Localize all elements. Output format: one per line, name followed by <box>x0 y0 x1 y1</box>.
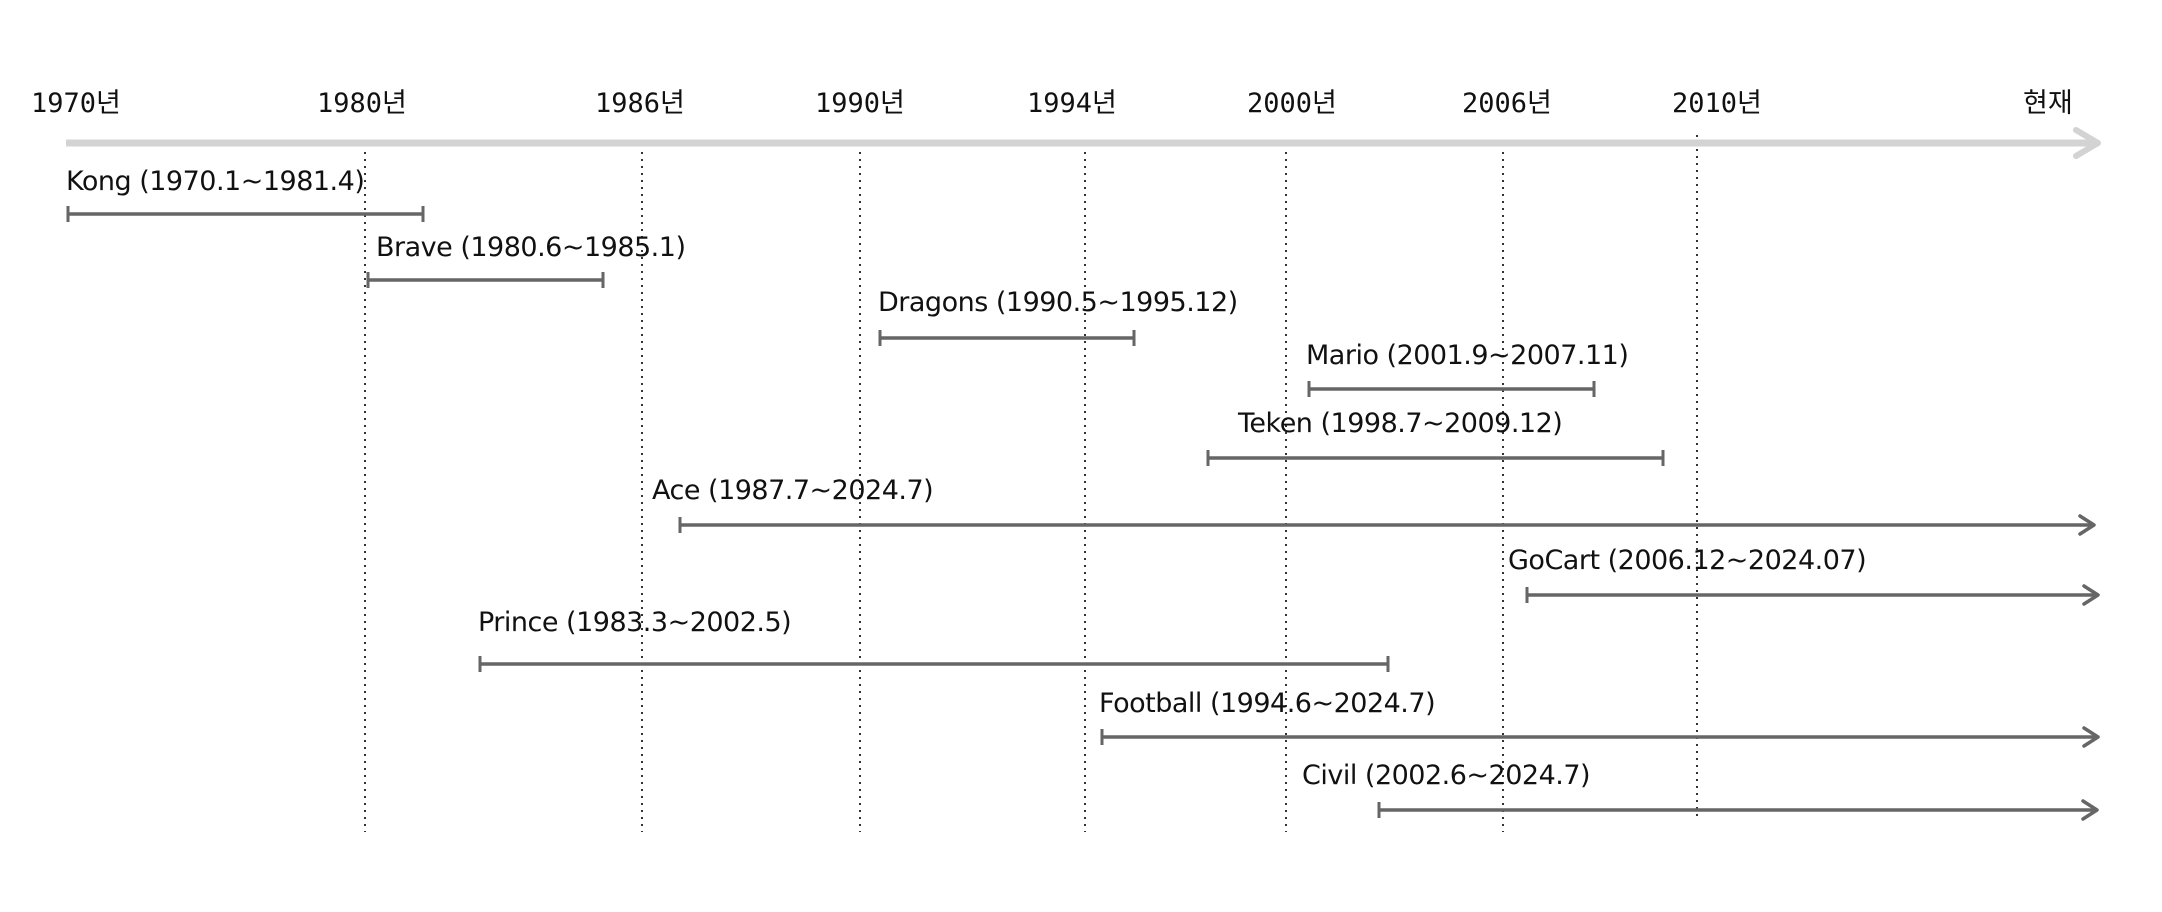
timeline-item-label: Kong (1970.1~1981.4) <box>66 166 365 197</box>
axis-tick-label: 1980년 <box>317 88 407 119</box>
timeline-item-label: Mario (2001.9~2007.11) <box>1306 340 1629 371</box>
timeline-item-label: GoCart (2006.12~2024.07) <box>1508 545 1867 576</box>
arrow-right-icon <box>2081 799 2099 821</box>
arrow-right-icon <box>2082 726 2100 748</box>
axis-tick-label: 2000년 <box>1247 88 1337 119</box>
arrow-right-icon <box>2082 584 2100 606</box>
axis-tick-label: 1986년 <box>595 88 685 119</box>
axis-tick-label: 2010년 <box>1672 88 1762 119</box>
axis-tick-label: 현재 <box>2023 88 2073 119</box>
timeline-item-label: Ace (1987.7~2024.7) <box>652 475 934 506</box>
axis-tick-label: 1970년 <box>31 88 121 119</box>
timeline-item-label: Brave (1980.6~1985.1) <box>376 232 686 263</box>
timeline-item-label: Dragons (1990.5~1995.12) <box>878 287 1238 318</box>
axis-tick-label: 2006년 <box>1462 88 1552 119</box>
axis-arrow-icon <box>2073 127 2101 159</box>
arrow-right-icon <box>2078 514 2096 536</box>
timeline-item-label: Football (1994.6~2024.7) <box>1099 688 1436 719</box>
timeline-item-label: Teken (1998.7~2009.12) <box>1238 408 1563 439</box>
timeline-item-label: Prince (1983.3~2002.5) <box>478 607 792 638</box>
axis-tick-label: 1994년 <box>1027 88 1117 119</box>
axis-tick-label: 1990년 <box>815 88 905 119</box>
timeline-item-label: Civil (2002.6~2024.7) <box>1302 760 1591 791</box>
